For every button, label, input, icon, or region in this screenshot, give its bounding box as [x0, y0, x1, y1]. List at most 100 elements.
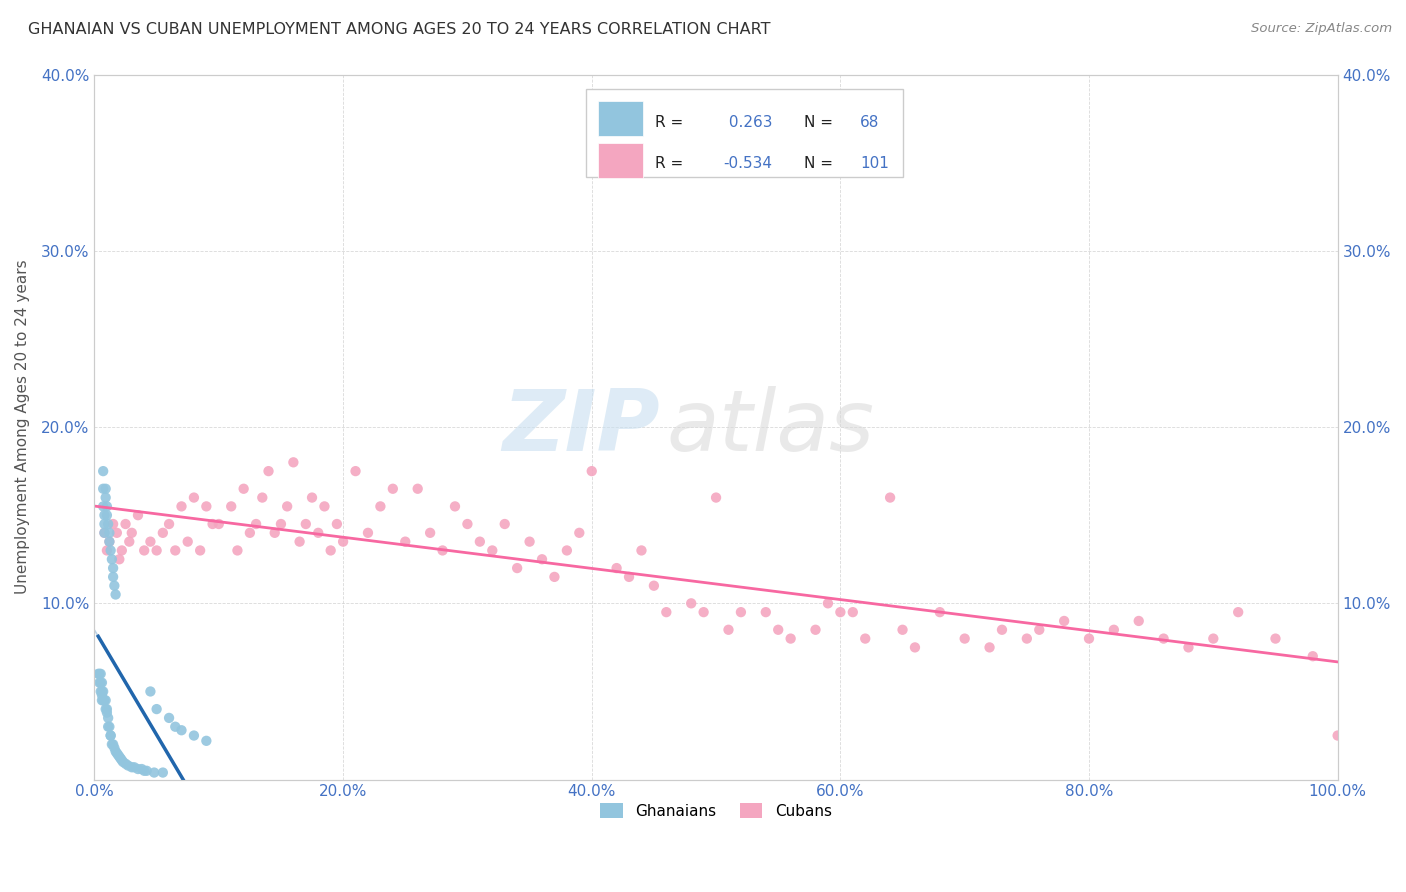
Point: [370, 500, 392, 514]
Point: [879, 491, 901, 505]
Point: [1326, 729, 1348, 743]
Point: [97, 516, 120, 531]
Point: [326, 516, 349, 531]
Point: [344, 464, 367, 478]
Point: [90, 675, 112, 690]
Point: [108, 552, 131, 566]
Point: [96, 543, 118, 558]
Point: [90, 693, 112, 707]
Point: [118, 534, 141, 549]
Point: [134, 543, 156, 558]
Point: [104, 588, 127, 602]
Point: [519, 534, 541, 549]
Point: [134, 764, 156, 778]
Point: [270, 516, 292, 531]
FancyBboxPatch shape: [598, 102, 643, 136]
Point: [93, 525, 115, 540]
Point: [804, 623, 827, 637]
Point: [103, 740, 125, 755]
FancyBboxPatch shape: [585, 88, 903, 177]
Point: [581, 464, 603, 478]
Point: [91, 482, 114, 496]
Point: [91, 684, 114, 698]
Point: [288, 534, 311, 549]
Point: [100, 729, 122, 743]
Point: [1227, 605, 1250, 619]
Point: [93, 693, 115, 707]
Point: [219, 500, 242, 514]
Point: [145, 543, 167, 558]
Point: [630, 543, 652, 558]
Point: [319, 543, 342, 558]
Text: 68: 68: [860, 114, 880, 129]
Point: [817, 596, 839, 610]
Point: [177, 534, 200, 549]
Text: N =: N =: [804, 114, 838, 129]
Point: [1078, 632, 1101, 646]
Point: [98, 534, 121, 549]
Point: [165, 543, 187, 558]
Point: [105, 746, 128, 760]
Point: [143, 765, 166, 780]
Point: [853, 632, 876, 646]
Point: [252, 491, 274, 505]
Point: [1102, 623, 1125, 637]
Text: 101: 101: [860, 156, 889, 171]
Point: [617, 570, 640, 584]
Point: [100, 543, 122, 558]
Point: [1264, 632, 1286, 646]
Point: [94, 482, 117, 496]
Point: [263, 525, 285, 540]
Point: [904, 640, 927, 655]
Point: [928, 605, 950, 619]
Point: [257, 464, 280, 478]
Point: [730, 605, 752, 619]
Point: [139, 684, 162, 698]
Point: [103, 579, 125, 593]
Point: [991, 623, 1014, 637]
Point: [96, 702, 118, 716]
Text: R =: R =: [655, 114, 689, 129]
Text: N =: N =: [804, 156, 838, 171]
Point: [97, 720, 120, 734]
Point: [494, 516, 516, 531]
Point: [110, 751, 132, 765]
Point: [111, 753, 134, 767]
Point: [93, 525, 115, 540]
Point: [122, 760, 145, 774]
Point: [98, 525, 121, 540]
Point: [1128, 614, 1150, 628]
Point: [89, 675, 111, 690]
Point: [127, 508, 149, 523]
Point: [152, 525, 174, 540]
Point: [506, 561, 529, 575]
Point: [568, 525, 591, 540]
Text: R =: R =: [655, 156, 689, 171]
Point: [432, 543, 454, 558]
Point: [165, 720, 187, 734]
Point: [717, 623, 740, 637]
Point: [90, 675, 112, 690]
Point: [406, 482, 429, 496]
Point: [139, 534, 162, 549]
Point: [96, 508, 118, 523]
Point: [245, 516, 267, 531]
Point: [183, 491, 205, 505]
Point: [121, 525, 143, 540]
Point: [170, 500, 193, 514]
Point: [295, 516, 318, 531]
Point: [239, 525, 262, 540]
Text: 0.263: 0.263: [724, 114, 772, 129]
Point: [127, 762, 149, 776]
Point: [101, 552, 124, 566]
Point: [105, 525, 128, 540]
Point: [381, 482, 404, 496]
Point: [93, 516, 115, 531]
Point: [107, 747, 129, 762]
Point: [114, 756, 136, 771]
Point: [101, 561, 124, 575]
Point: [606, 561, 628, 575]
Legend: Ghanaians, Cubans: Ghanaians, Cubans: [595, 797, 838, 825]
FancyBboxPatch shape: [598, 143, 643, 178]
Text: GHANAIAN VS CUBAN UNEMPLOYMENT AMONG AGES 20 TO 24 YEARS CORRELATION CHART: GHANAIAN VS CUBAN UNEMPLOYMENT AMONG AGE…: [28, 22, 770, 37]
